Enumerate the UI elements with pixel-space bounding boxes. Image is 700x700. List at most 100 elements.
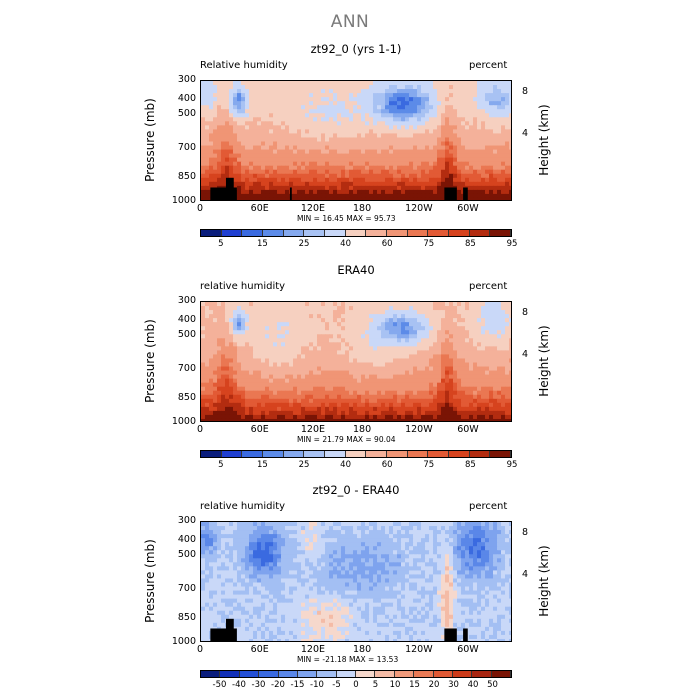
contour-cell bbox=[205, 165, 210, 171]
contour-cell bbox=[453, 105, 458, 110]
contour-cell bbox=[345, 129, 350, 135]
contour-cell bbox=[373, 402, 378, 408]
contour-cell bbox=[261, 354, 266, 360]
contour-cell bbox=[321, 390, 326, 396]
contour-cell bbox=[357, 89, 362, 94]
contour-cell bbox=[433, 314, 438, 319]
contour-cell bbox=[489, 141, 494, 147]
contour-cell bbox=[269, 382, 274, 388]
contour-cell bbox=[345, 306, 350, 311]
contour-cell bbox=[273, 161, 278, 167]
contour-cell bbox=[481, 113, 486, 118]
contour-cell bbox=[385, 354, 390, 360]
contour-cell bbox=[273, 310, 278, 315]
contour-cell bbox=[457, 197, 462, 200]
contour-cell bbox=[465, 386, 470, 392]
contour-cell bbox=[337, 410, 342, 416]
contour-cell bbox=[265, 101, 270, 106]
contour-cell bbox=[301, 197, 306, 200]
contour-cell bbox=[481, 390, 486, 396]
contour-cell bbox=[409, 342, 414, 347]
contour-cell bbox=[241, 342, 246, 347]
contour-cell bbox=[205, 141, 210, 147]
contour-cell bbox=[209, 129, 214, 135]
contour-cell bbox=[281, 346, 286, 351]
contour-cell bbox=[509, 121, 511, 126]
contour-cell bbox=[289, 97, 294, 102]
contour-cell bbox=[449, 374, 454, 380]
contour-cell bbox=[433, 141, 438, 147]
contour-cell bbox=[501, 358, 506, 364]
contour-cell bbox=[425, 137, 430, 143]
contour-cell bbox=[333, 346, 338, 351]
contour-cell bbox=[377, 161, 382, 167]
contour-cell bbox=[457, 117, 462, 122]
contour-cell bbox=[481, 133, 486, 139]
contour-cell bbox=[461, 177, 466, 183]
contour-cell bbox=[393, 161, 398, 167]
contour-cell bbox=[317, 169, 322, 175]
contour-cell bbox=[457, 141, 462, 147]
contour-cell bbox=[433, 181, 438, 187]
contour-cell bbox=[257, 141, 262, 147]
contour-cell bbox=[385, 153, 390, 159]
page-title: ANN bbox=[330, 12, 370, 32]
contour-cell bbox=[369, 105, 374, 110]
contour-cell bbox=[237, 129, 242, 135]
contour-cell bbox=[381, 334, 386, 339]
contour-cell bbox=[253, 85, 258, 90]
contour-cell bbox=[229, 121, 234, 126]
contour-cell bbox=[353, 342, 358, 347]
contour-cell bbox=[261, 406, 266, 412]
contour-cell bbox=[449, 390, 454, 396]
contour-cell bbox=[245, 137, 250, 143]
contour-cell bbox=[373, 117, 378, 122]
contour-cell bbox=[401, 382, 406, 388]
contour-cell bbox=[333, 326, 338, 331]
contour-cell bbox=[281, 101, 286, 106]
contour-cell bbox=[297, 113, 302, 118]
contour-cell bbox=[309, 161, 314, 167]
contour-cell bbox=[313, 302, 318, 307]
contour-cell bbox=[289, 314, 294, 319]
contour-cell bbox=[213, 358, 218, 364]
contour-cell bbox=[341, 117, 346, 122]
contour-cell bbox=[301, 382, 306, 388]
contour-cell bbox=[405, 121, 410, 126]
contour-cell bbox=[213, 318, 218, 323]
contour-cell bbox=[413, 322, 418, 327]
contour-cell bbox=[437, 366, 442, 372]
contour-cell bbox=[509, 189, 511, 195]
contour-cell bbox=[305, 310, 310, 315]
contour-cell bbox=[485, 350, 490, 356]
contour-cell bbox=[245, 145, 250, 151]
contour-cell bbox=[297, 93, 302, 98]
contour-cell bbox=[493, 374, 498, 380]
contour-cell bbox=[241, 97, 246, 102]
contour-cell bbox=[217, 145, 222, 151]
contour-cell bbox=[489, 169, 494, 175]
contour-cell bbox=[377, 326, 382, 331]
contour-cell bbox=[389, 145, 394, 151]
contour-cell bbox=[313, 101, 318, 106]
y-tick-label: 300 bbox=[177, 74, 196, 85]
contour-cell bbox=[353, 386, 358, 392]
contour-cell bbox=[477, 93, 482, 98]
contour-cell bbox=[281, 169, 286, 175]
contour-cell bbox=[385, 145, 390, 151]
contour-cell bbox=[421, 346, 426, 351]
contour-cell bbox=[237, 314, 242, 319]
contour-cell bbox=[445, 382, 450, 388]
contour-cell bbox=[441, 101, 446, 106]
contour-cell bbox=[397, 165, 402, 171]
contour-cell bbox=[425, 334, 430, 339]
contour-cell bbox=[493, 181, 498, 187]
contour-cell bbox=[397, 189, 402, 195]
contour-cell bbox=[397, 330, 402, 335]
contour-cell bbox=[457, 149, 462, 155]
contour-cell bbox=[217, 113, 222, 118]
contour-cell bbox=[309, 330, 314, 335]
contour-cell bbox=[265, 117, 270, 122]
colorbar-label: 85 bbox=[464, 239, 476, 249]
contour-cell bbox=[281, 306, 286, 311]
